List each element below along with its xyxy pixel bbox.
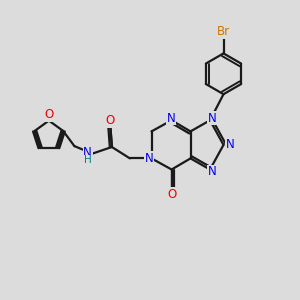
Text: O: O [167, 188, 176, 201]
Text: N: N [83, 146, 92, 159]
Text: N: N [145, 152, 154, 165]
Text: N: N [167, 112, 176, 125]
Text: O: O [44, 108, 53, 121]
Text: N: N [208, 165, 217, 178]
Text: O: O [106, 114, 115, 127]
Text: H: H [84, 155, 92, 165]
Text: Br: Br [217, 25, 230, 38]
Text: N: N [208, 112, 217, 125]
Text: N: N [226, 138, 235, 152]
